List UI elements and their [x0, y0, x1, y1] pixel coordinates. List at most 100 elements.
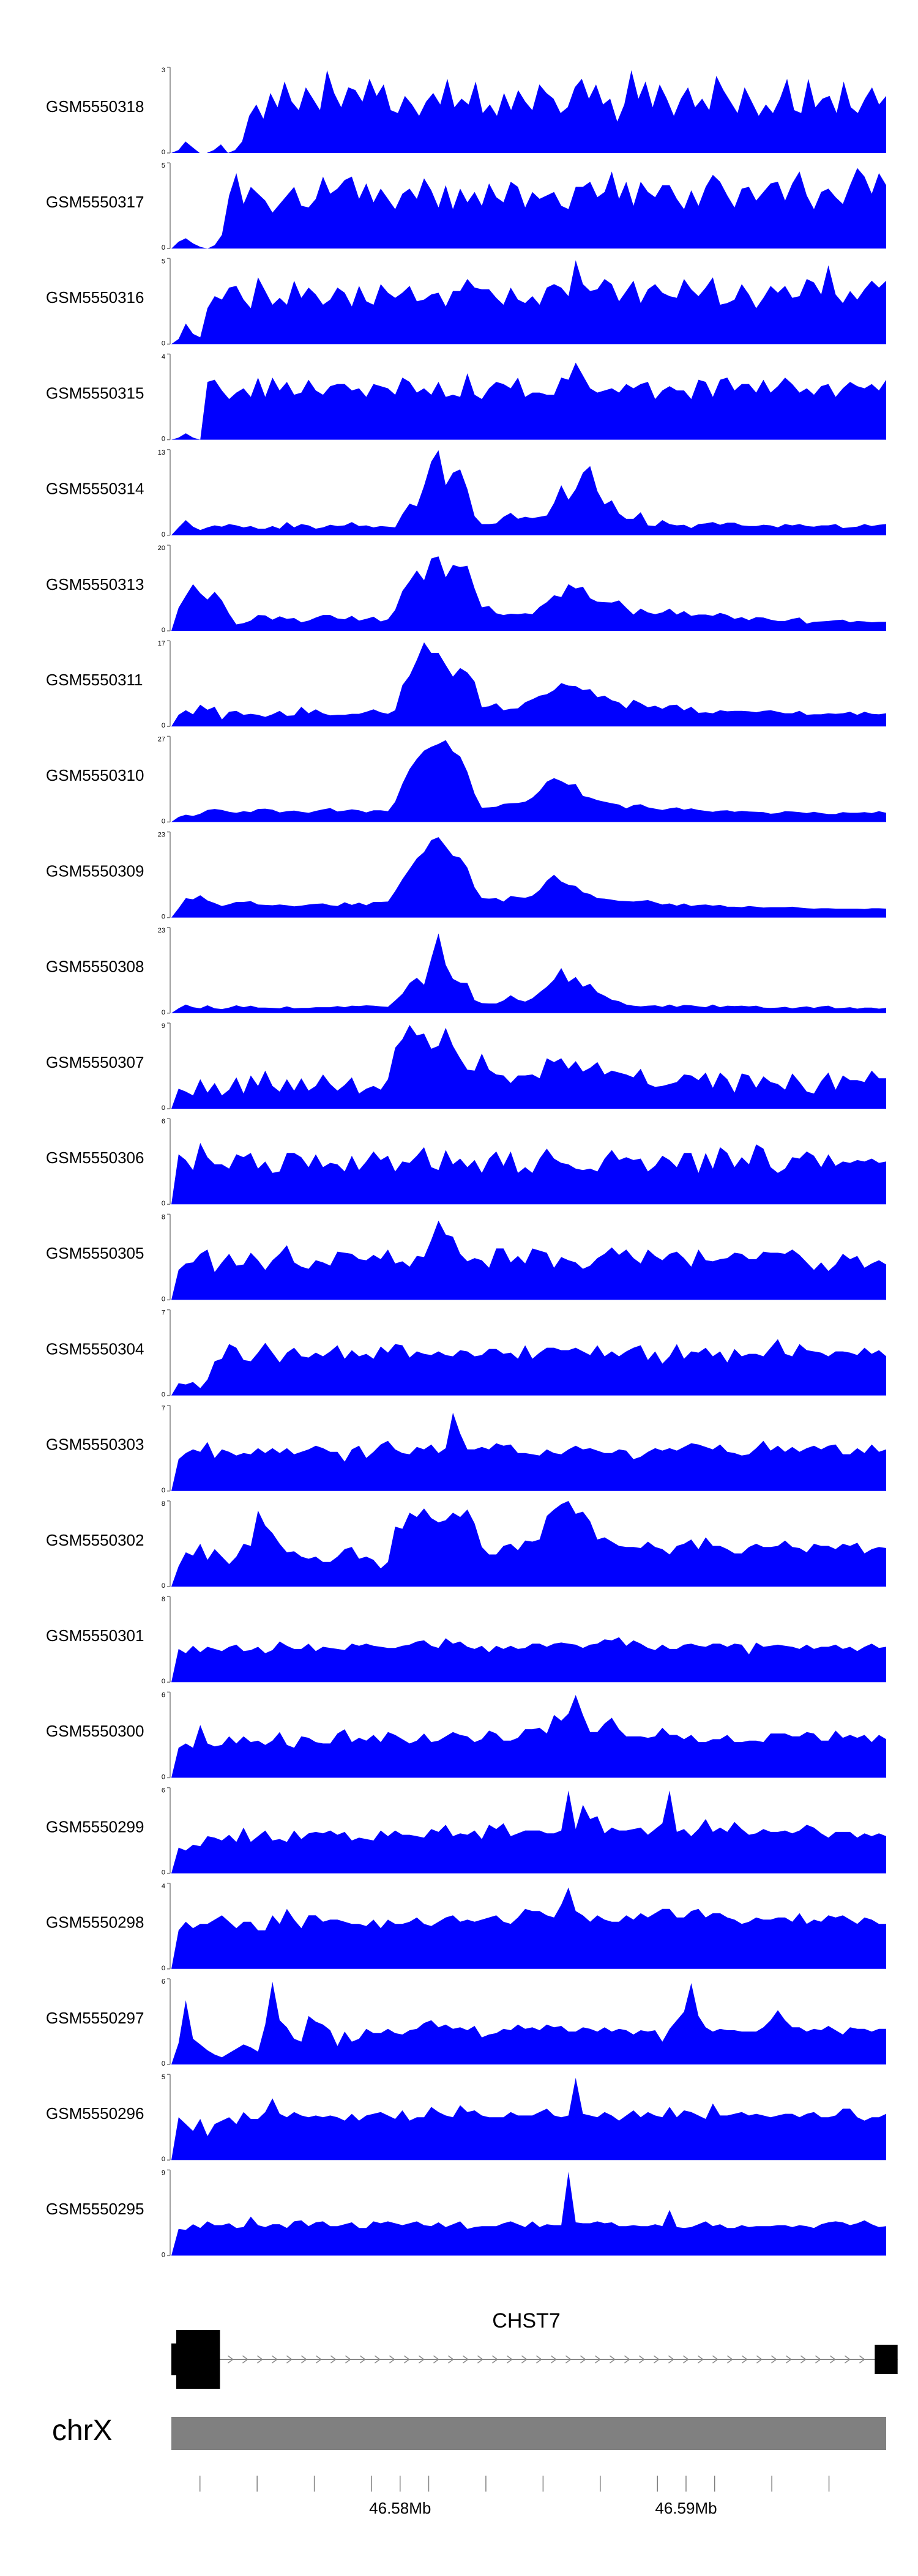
coverage-track: GSM5550309 23 0: [46, 832, 886, 921]
y-max-label: 7: [162, 1309, 165, 1317]
y-min-label: 0: [162, 2156, 165, 2163]
coverage-area: [171, 642, 886, 727]
strand-arrow: [580, 2355, 586, 2364]
strand-arrow: [844, 2355, 851, 2364]
gene-name-label: CHST7: [492, 2309, 560, 2332]
track-label: GSM5550318: [46, 97, 144, 116]
track-label: GSM5550302: [46, 1531, 144, 1549]
y-max-label: 6: [162, 1118, 165, 1125]
y-min-label: 0: [162, 1869, 165, 1877]
coverage-track: GSM5550302 8 0: [46, 1500, 886, 1590]
track-label: GSM5550314: [46, 480, 144, 498]
strand-arrow: [565, 2355, 572, 2364]
strand-arrow: [682, 2355, 689, 2364]
coverage-track: GSM5550318 3 0: [46, 67, 886, 156]
track-label: GSM5550298: [46, 1913, 144, 1932]
strand-arrow: [859, 2355, 865, 2364]
coverage-area: [171, 1981, 886, 2064]
strand-arrow: [609, 2355, 616, 2364]
coverage-track: GSM5550305 8 0: [46, 1213, 886, 1303]
gene-exon: [176, 2330, 220, 2389]
strand-arrow: [697, 2355, 704, 2364]
strand-arrow: [227, 2355, 234, 2364]
track-label: GSM5550296: [46, 2104, 144, 2123]
coverage-track: GSM5550301 8 0: [46, 1596, 886, 1685]
y-min-label: 0: [162, 1200, 165, 1207]
y-max-label: 9: [162, 2169, 165, 2176]
coverage-area: [171, 1637, 886, 1683]
y-max-label: 17: [158, 640, 165, 647]
y-max-label: 8: [162, 1213, 165, 1221]
strand-arrow: [668, 2355, 674, 2364]
chromosome-bar: [171, 2417, 886, 2450]
y-min-label: 0: [162, 2251, 165, 2258]
strand-arrow: [771, 2355, 777, 2364]
coverage-track: GSM5550310 27 0: [46, 735, 886, 825]
strand-arrow: [726, 2355, 733, 2364]
strand-arrow: [521, 2355, 528, 2364]
coverage-track: GSM5550311 17 0: [46, 640, 886, 729]
coverage-tracks: GSM555031830GSM555031750GSM555031650GSM5…: [46, 67, 886, 2258]
track-label: GSM5550308: [46, 958, 144, 976]
y-min-label: 0: [162, 1773, 165, 1781]
strand-arrow: [594, 2355, 601, 2364]
coverage-track: GSM5550295 9 0: [46, 2169, 886, 2258]
track-label: GSM5550313: [46, 575, 144, 594]
strand-arrow: [256, 2355, 263, 2364]
strand-arrow: [403, 2355, 410, 2364]
y-min-label: 0: [162, 817, 165, 825]
y-min-label: 0: [162, 722, 165, 729]
coverage-area: [171, 1887, 886, 1969]
y-max-label: 4: [162, 1883, 165, 1890]
strand-arrow: [506, 2355, 513, 2364]
strand-arrow: [653, 2355, 660, 2364]
coverage-track: GSM5550306 6 0: [46, 1118, 886, 1207]
coverage-area: [171, 2172, 886, 2256]
strand-arrow: [359, 2355, 366, 2364]
chromosome-track: chrX: [52, 2414, 886, 2450]
chromosome-label: chrX: [52, 2414, 113, 2447]
track-label: GSM5550310: [46, 766, 144, 784]
track-label: GSM5550295: [46, 2200, 144, 2218]
coverage-area: [171, 1220, 886, 1300]
coverage-track: GSM5550314 13 0: [46, 449, 886, 538]
track-label: GSM5550301: [46, 1626, 144, 1645]
coverage-area: [171, 837, 886, 918]
strand-arrow: [477, 2355, 483, 2364]
y-max-label: 5: [162, 162, 165, 169]
strand-arrow: [491, 2355, 498, 2364]
y-min-label: 0: [162, 531, 165, 538]
coverage-track: GSM5550315 4 0: [46, 354, 886, 443]
coverage-area: [171, 362, 886, 440]
strand-arrow: [550, 2355, 557, 2364]
y-max-label: 6: [162, 1691, 165, 1699]
gene-track: CHST7: [171, 2309, 898, 2389]
strand-arrow: [374, 2355, 381, 2364]
y-min-label: 0: [162, 149, 165, 156]
y-max-label: 27: [158, 735, 165, 743]
axis-tick-label: 46.58Mb: [369, 2499, 431, 2517]
y-max-label: 13: [158, 449, 165, 456]
track-label: GSM5550317: [46, 193, 144, 211]
track-label: GSM5550305: [46, 1244, 144, 1262]
strand-arrow: [624, 2355, 630, 2364]
strand-arrow: [418, 2355, 425, 2364]
coverage-area: [171, 1412, 886, 1491]
y-max-label: 6: [162, 1787, 165, 1795]
y-max-label: 9: [162, 1022, 165, 1030]
track-label: GSM5550315: [46, 384, 144, 402]
y-max-label: 23: [158, 927, 165, 934]
strand-arrow: [433, 2355, 439, 2364]
y-max-label: 7: [162, 1405, 165, 1412]
coverage-track: GSM5550300 6 0: [46, 1691, 886, 1781]
y-min-label: 0: [162, 244, 165, 251]
coverage-track: GSM5550299 6 0: [46, 1787, 886, 1877]
coverage-area: [171, 933, 886, 1013]
track-label: GSM5550304: [46, 1339, 144, 1358]
coverage-area: [171, 1142, 886, 1205]
y-min-label: 0: [162, 627, 165, 634]
strand-arrow: [345, 2355, 351, 2364]
coverage-area: [171, 1339, 886, 1396]
y-min-label: 0: [162, 340, 165, 347]
